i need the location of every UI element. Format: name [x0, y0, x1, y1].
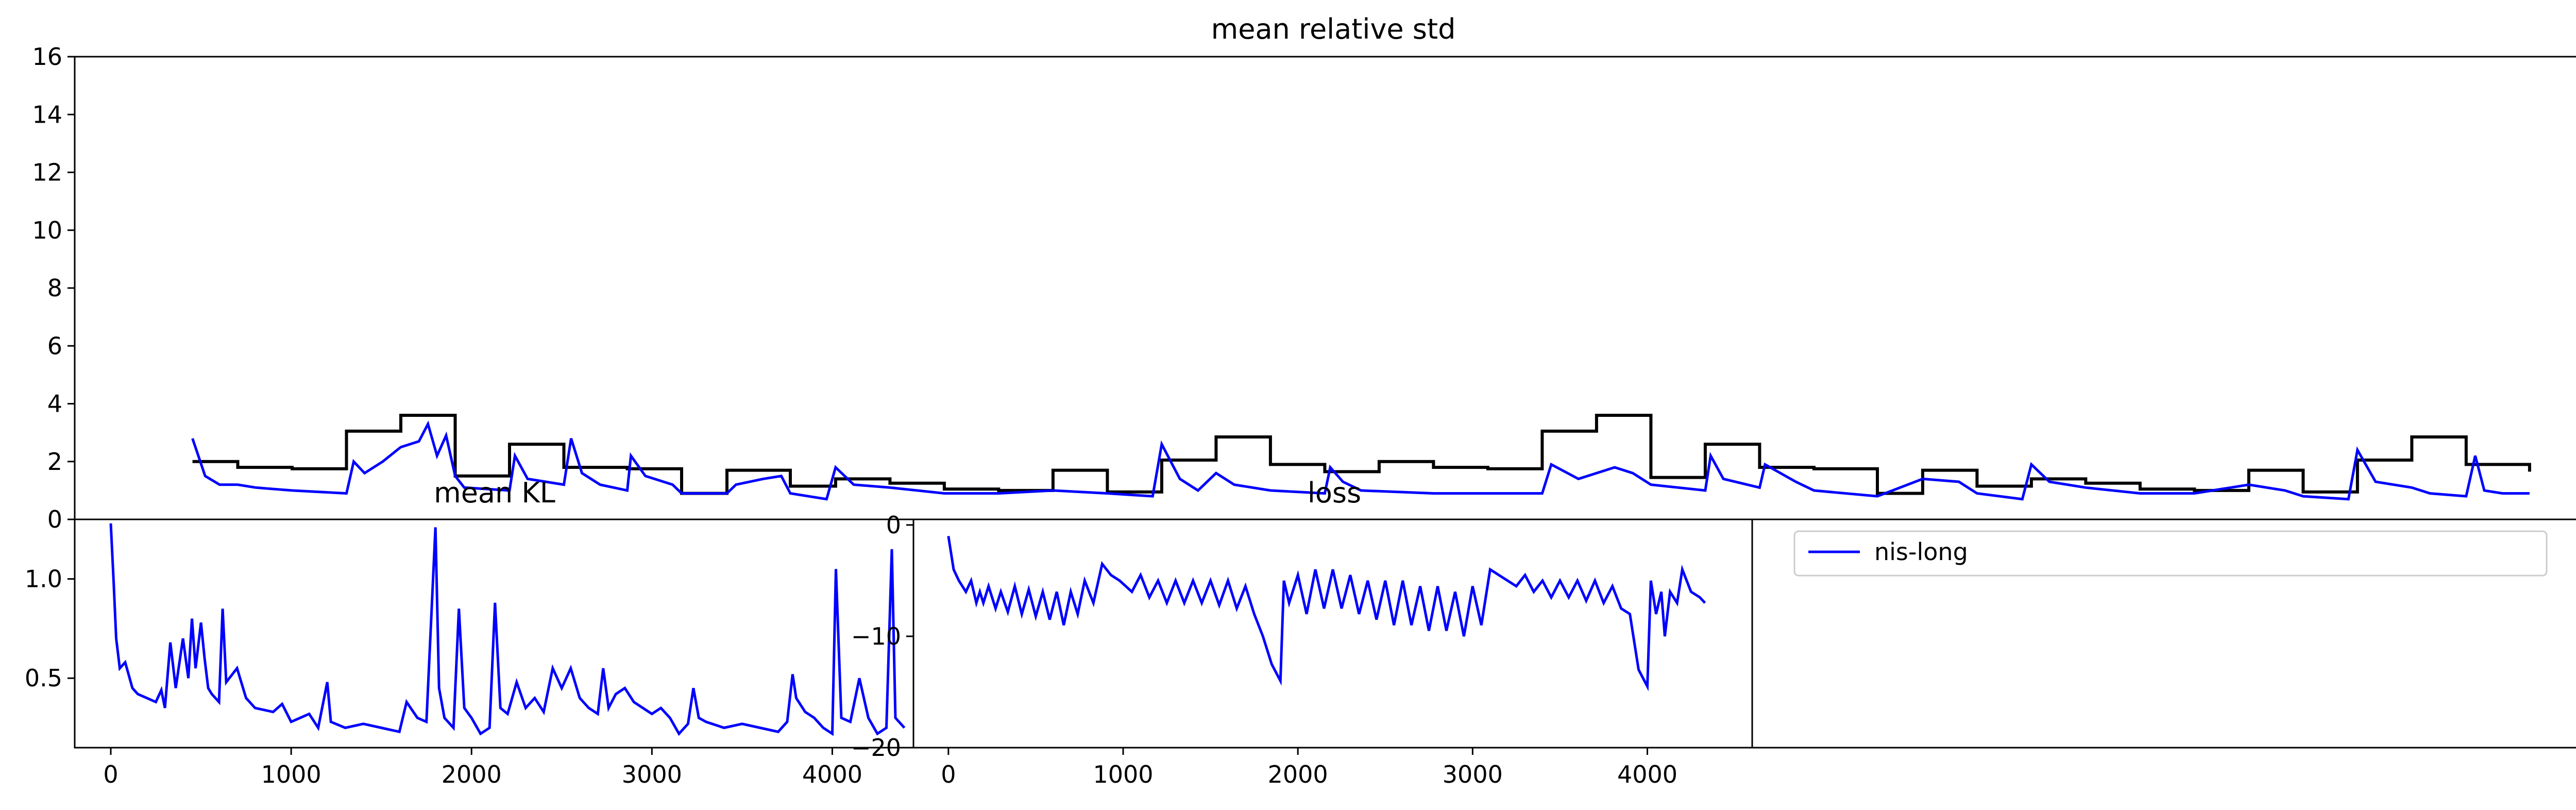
reference-step-line — [192, 414, 2531, 495]
x-tick-label: 1000 — [1093, 761, 1153, 788]
y-tick-label: 10 — [32, 216, 62, 244]
legend-box — [1793, 530, 2548, 577]
y-tick-label: 6 — [47, 332, 62, 360]
panel-mean-relative-std: mean relative std 0 2 4 6 8 10 12 14 16 — [32, 13, 2576, 533]
y-tick-label: 14 — [32, 100, 62, 128]
y-tick-label: 16 — [32, 43, 62, 71]
panel2-axes: 0.5 1.0 0 1000 2000 3000 4000 — [25, 565, 862, 788]
x-tick-label: 2000 — [1268, 761, 1328, 788]
y-tick-label: 0.5 — [25, 664, 62, 692]
y-tick-label: 4 — [47, 390, 62, 418]
x-tick-label: 1000 — [261, 761, 321, 788]
panel3-frame — [912, 518, 1753, 749]
x-tick-label: 3000 — [1443, 761, 1503, 788]
panel3-title: loss — [1308, 477, 1361, 509]
panel1-y-axis: 0 2 4 6 8 10 12 14 16 — [32, 43, 75, 533]
legend-panel: nis-long — [1751, 518, 2576, 749]
x-tick-label: 0 — [103, 761, 118, 788]
x-tick-label: 4000 — [1617, 761, 1677, 788]
legend-label-nis-long: nis-long — [1874, 538, 1968, 566]
x-tick-label: 2000 — [442, 761, 502, 788]
panel-loss: loss 0 −10 −20 0 1000 2000 3000 4000 — [851, 477, 1753, 788]
x-tick-label: 4000 — [802, 761, 862, 788]
x-tick-label: 0 — [941, 761, 956, 788]
y-tick-label: 8 — [47, 274, 62, 302]
series-line-nis-long — [947, 536, 1706, 691]
panel2-title: mean KL — [434, 477, 555, 509]
series-line-nis-long — [109, 523, 906, 736]
y-tick-label: 2 — [47, 448, 62, 476]
panel3-axes: 0 −10 −20 0 1000 2000 3000 4000 — [851, 511, 1677, 788]
panel-mean-kl: mean KL 0.5 1.0 0 1000 2000 3000 4000 — [25, 477, 914, 788]
series-line-nis-long — [191, 420, 2530, 501]
y-tick-label: 1.0 — [25, 565, 62, 593]
panel1-title: mean relative std — [1211, 13, 1456, 45]
y-tick-label: 0 — [886, 511, 901, 539]
y-tick-label: −10 — [851, 622, 901, 650]
y-tick-label: −20 — [851, 734, 901, 762]
y-tick-label: 12 — [32, 159, 62, 187]
x-tick-label: 3000 — [622, 761, 682, 788]
panel4-frame — [1751, 518, 2576, 749]
y-tick-label: 0 — [47, 505, 62, 533]
